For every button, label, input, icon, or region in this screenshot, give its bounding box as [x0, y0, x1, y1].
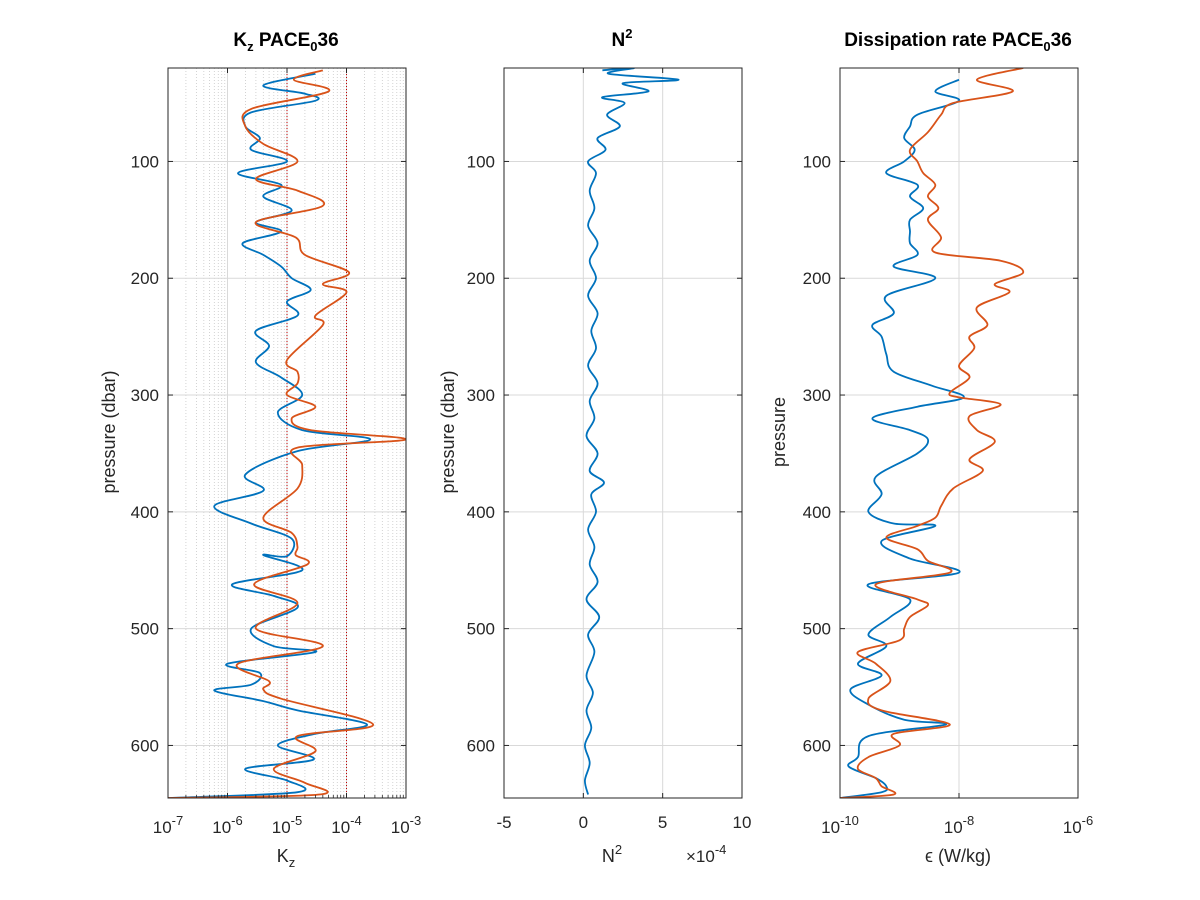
n2-x-axis-label: N2	[602, 842, 622, 866]
kz-y-tick-label: 500	[131, 620, 159, 639]
n2-x-tick-label: 10	[733, 813, 752, 832]
kz-y-tick-label: 300	[131, 386, 159, 405]
dissipation-x-tick-exponent: -10	[840, 813, 859, 828]
dissipation-x-tick-label: 10-8	[944, 813, 974, 837]
dissipation-x-tick-base: 10	[1063, 818, 1082, 837]
kz-x-tick-base: 10	[331, 818, 350, 837]
kz-y-tick-label: 200	[131, 269, 159, 288]
dissipation-x-tick-label: 10-6	[1063, 813, 1093, 837]
kz-x-axis-label: Kz	[277, 846, 296, 870]
n2-y-tick-label: 500	[467, 620, 495, 639]
n2-x-tick-label: 5	[658, 813, 667, 832]
n2-series-blue-line	[583, 68, 680, 795]
kz-x-tick-label: 10-7	[153, 813, 183, 837]
n2-x-multiplier: ×10-4	[686, 842, 726, 866]
n2-x-tick-label: -5	[496, 813, 511, 832]
n2-panel-title: N2	[612, 26, 633, 51]
n2-y-tick-label: 600	[467, 736, 495, 755]
dissipation-x-axis-label: ϵ (W/kg)	[925, 846, 991, 866]
kz-panel: Kz PACE036 Kz pressure (dbar) 100 200 300 4…	[99, 30, 421, 870]
dissipation-y-tick-label: 300	[803, 386, 831, 405]
dissipation-y-tick-label: 400	[803, 503, 831, 522]
kz-x-tick-label: 10-6	[212, 813, 242, 837]
dissipation-x-tick-base: 10	[944, 818, 963, 837]
dissipation-panel: Dissipation rate PACE036 ϵ (W/kg) pressu…	[769, 30, 1093, 866]
kz-panel-title: Kz PACE036	[233, 30, 338, 54]
dissipation-y-tick-label: 500	[803, 620, 831, 639]
kz-x-tick-label: 10-5	[272, 813, 302, 837]
dissipation-y-axis-label: pressure	[769, 397, 789, 467]
n2-plot-area	[504, 68, 742, 798]
kz-x-tick-label: 10-4	[331, 813, 361, 837]
kz-y-tick-label: 100	[131, 152, 159, 171]
kz-x-tick-label: 10-3	[391, 813, 421, 837]
n2-y-axis-label: pressure (dbar)	[438, 370, 458, 493]
dissipation-series-blue-line	[840, 78, 965, 798]
dissipation-x-tick-label: 10-10	[821, 813, 859, 837]
dissipation-x-tick-base: 10	[821, 818, 840, 837]
n2-panel: N2 N2 ×10-4 pressure (dbar) 100200300400…	[438, 26, 751, 866]
kz-x-tick-exponent: -7	[172, 813, 184, 828]
kz-x-tick-base: 10	[153, 818, 172, 837]
kz-y-tick-label: 600	[131, 736, 159, 755]
kz-x-tick-base: 10	[212, 818, 231, 837]
n2-y-tick-label: 100	[467, 152, 495, 171]
kz-x-tick-exponent: -6	[231, 813, 243, 828]
dissipation-panel-title: Dissipation rate PACE036	[844, 30, 1072, 54]
dissipation-y-tick-label: 600	[803, 736, 831, 755]
n2-y-tick-label: 400	[467, 503, 495, 522]
n2-axes-box	[503, 67, 743, 799]
n2-y-tick-label: 200	[467, 269, 495, 288]
dissipation-y-tick-label: 200	[803, 269, 831, 288]
n2-y-tick-label: 300	[467, 386, 495, 405]
dissipation-y-tick-label: 100	[803, 152, 831, 171]
kz-x-tick-base: 10	[391, 818, 410, 837]
kz-x-tick-exponent: -4	[350, 813, 362, 828]
dissipation-x-tick-exponent: -6	[1082, 813, 1094, 828]
dissipation-x-tick-exponent: -8	[963, 813, 975, 828]
kz-x-tick-base: 10	[272, 818, 291, 837]
kz-x-tick-exponent: -5	[291, 813, 303, 828]
kz-y-axis-label: pressure (dbar)	[99, 370, 119, 493]
dissipation-series-orange-line	[840, 68, 1025, 798]
n2-x-tick-label: 0	[579, 813, 588, 832]
kz-series-orange-line	[168, 69, 406, 798]
kz-y-tick-label: 400	[131, 503, 159, 522]
kz-x-tick-exponent: -3	[410, 813, 422, 828]
